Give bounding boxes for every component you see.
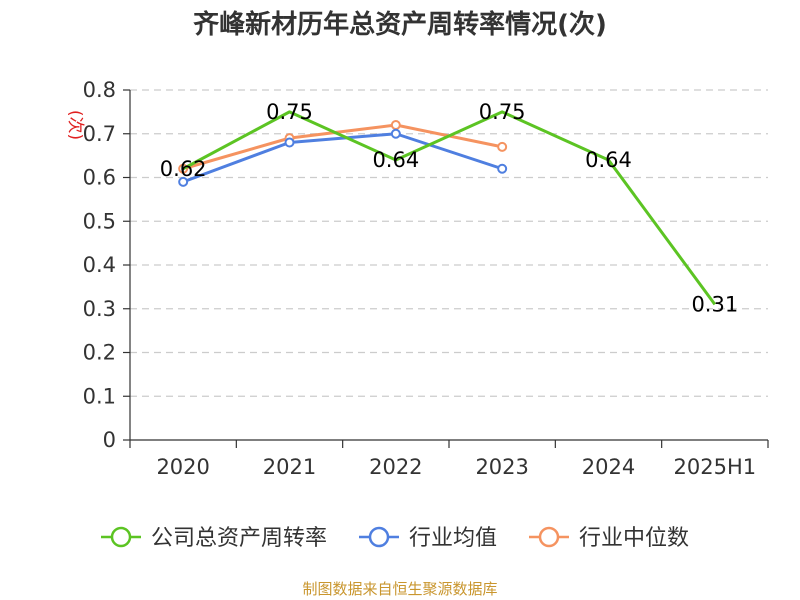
y-tick-label: 0.4 [83, 253, 116, 277]
data-label: 0.75 [266, 100, 313, 124]
y-tick-label: 0.1 [83, 384, 116, 408]
series-line [182, 123, 503, 171]
data-label: 0.31 [691, 292, 738, 316]
legend-marker-icon [538, 526, 560, 548]
y-tick-label: 0.5 [83, 209, 116, 233]
data-label: 0.62 [160, 157, 207, 181]
x-tick-label: 2022 [369, 455, 422, 479]
legend-item: 行业均值 [359, 526, 497, 551]
y-tick-label: 0 [103, 428, 116, 452]
data-point [497, 141, 508, 152]
data-point [178, 176, 189, 187]
x-tick-label: 2021 [263, 455, 316, 479]
data-label: 0.64 [372, 148, 419, 172]
series-layer [178, 110, 717, 306]
y-tick-label: 0.2 [83, 341, 116, 365]
series-line [182, 132, 503, 184]
legend-label: 公司总资产周转率 [151, 526, 327, 551]
x-tick-label: 2020 [156, 455, 209, 479]
axis-layer: 0 0.1 0.2 0.3 0.4 0.5 0.6 0.7 0.8 2020 2021 2022 202… [65, 78, 769, 479]
series-line [182, 110, 717, 306]
legend-marker-icon [368, 526, 390, 548]
data-point [390, 128, 401, 139]
data-point [390, 120, 401, 130]
grid-layer [130, 89, 768, 397]
legend-label: 行业中位数 [579, 526, 689, 551]
data-label: 0.64 [585, 148, 632, 172]
legend: 公司总资产周转率 行业均值 行业中位数 [101, 526, 689, 551]
data-point [284, 137, 295, 148]
x-tick-label: 2023 [475, 455, 528, 479]
legend-item: 行业中位数 [529, 526, 689, 551]
y-tick-label: 0.6 [83, 166, 116, 190]
y-tick-label: 0.8 [83, 78, 116, 102]
label-layer: 0.62 0.75 0.64 0.75 0.64 0.31 [160, 100, 738, 317]
legend-item: 公司总资产周转率 [101, 526, 327, 551]
y-tick-label: 0.7 [83, 122, 116, 146]
y-axis-label: (次) [65, 110, 85, 140]
data-point [497, 163, 508, 174]
legend-marker-icon [110, 526, 132, 548]
legend-label: 行业均值 [409, 526, 497, 551]
chart-title: 齐峰新材历年总资产周转率情况(次) [193, 10, 607, 40]
data-label: 0.75 [479, 100, 526, 124]
y-tick-label: 0.3 [83, 297, 116, 321]
x-tick-label: 2025H1 [674, 455, 757, 479]
x-tick-label: 2024 [582, 455, 635, 479]
source-note: 制图数据来自恒生聚源数据库 [302, 580, 498, 598]
